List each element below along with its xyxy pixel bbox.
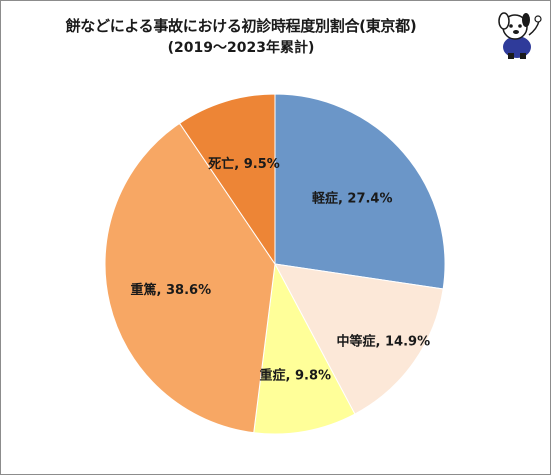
slice-label-2: 重症, 9.8% (260, 367, 332, 383)
pie-slice-2 (253, 262, 356, 435)
pie-slice-3 (104, 122, 276, 434)
cartoon-dog-mascot-icon (498, 12, 542, 59)
chart-title: 餅などによる事故における初診時程度別割合(東京都) (65, 17, 417, 35)
pie-slice-4 (178, 93, 276, 266)
slice-label-3: 重篤, 38.6% (131, 282, 212, 298)
pie-slice-0 (274, 93, 446, 290)
pie-slice-1 (274, 263, 444, 415)
slice-label-4: 死亡, 9.5% (208, 156, 280, 172)
slice-label-1: 中等症, 14.9% (337, 333, 431, 349)
chart-subtitle: (2019〜2023年累計) (167, 40, 315, 56)
slice-label-0: 軽症, 27.4% (312, 190, 393, 206)
